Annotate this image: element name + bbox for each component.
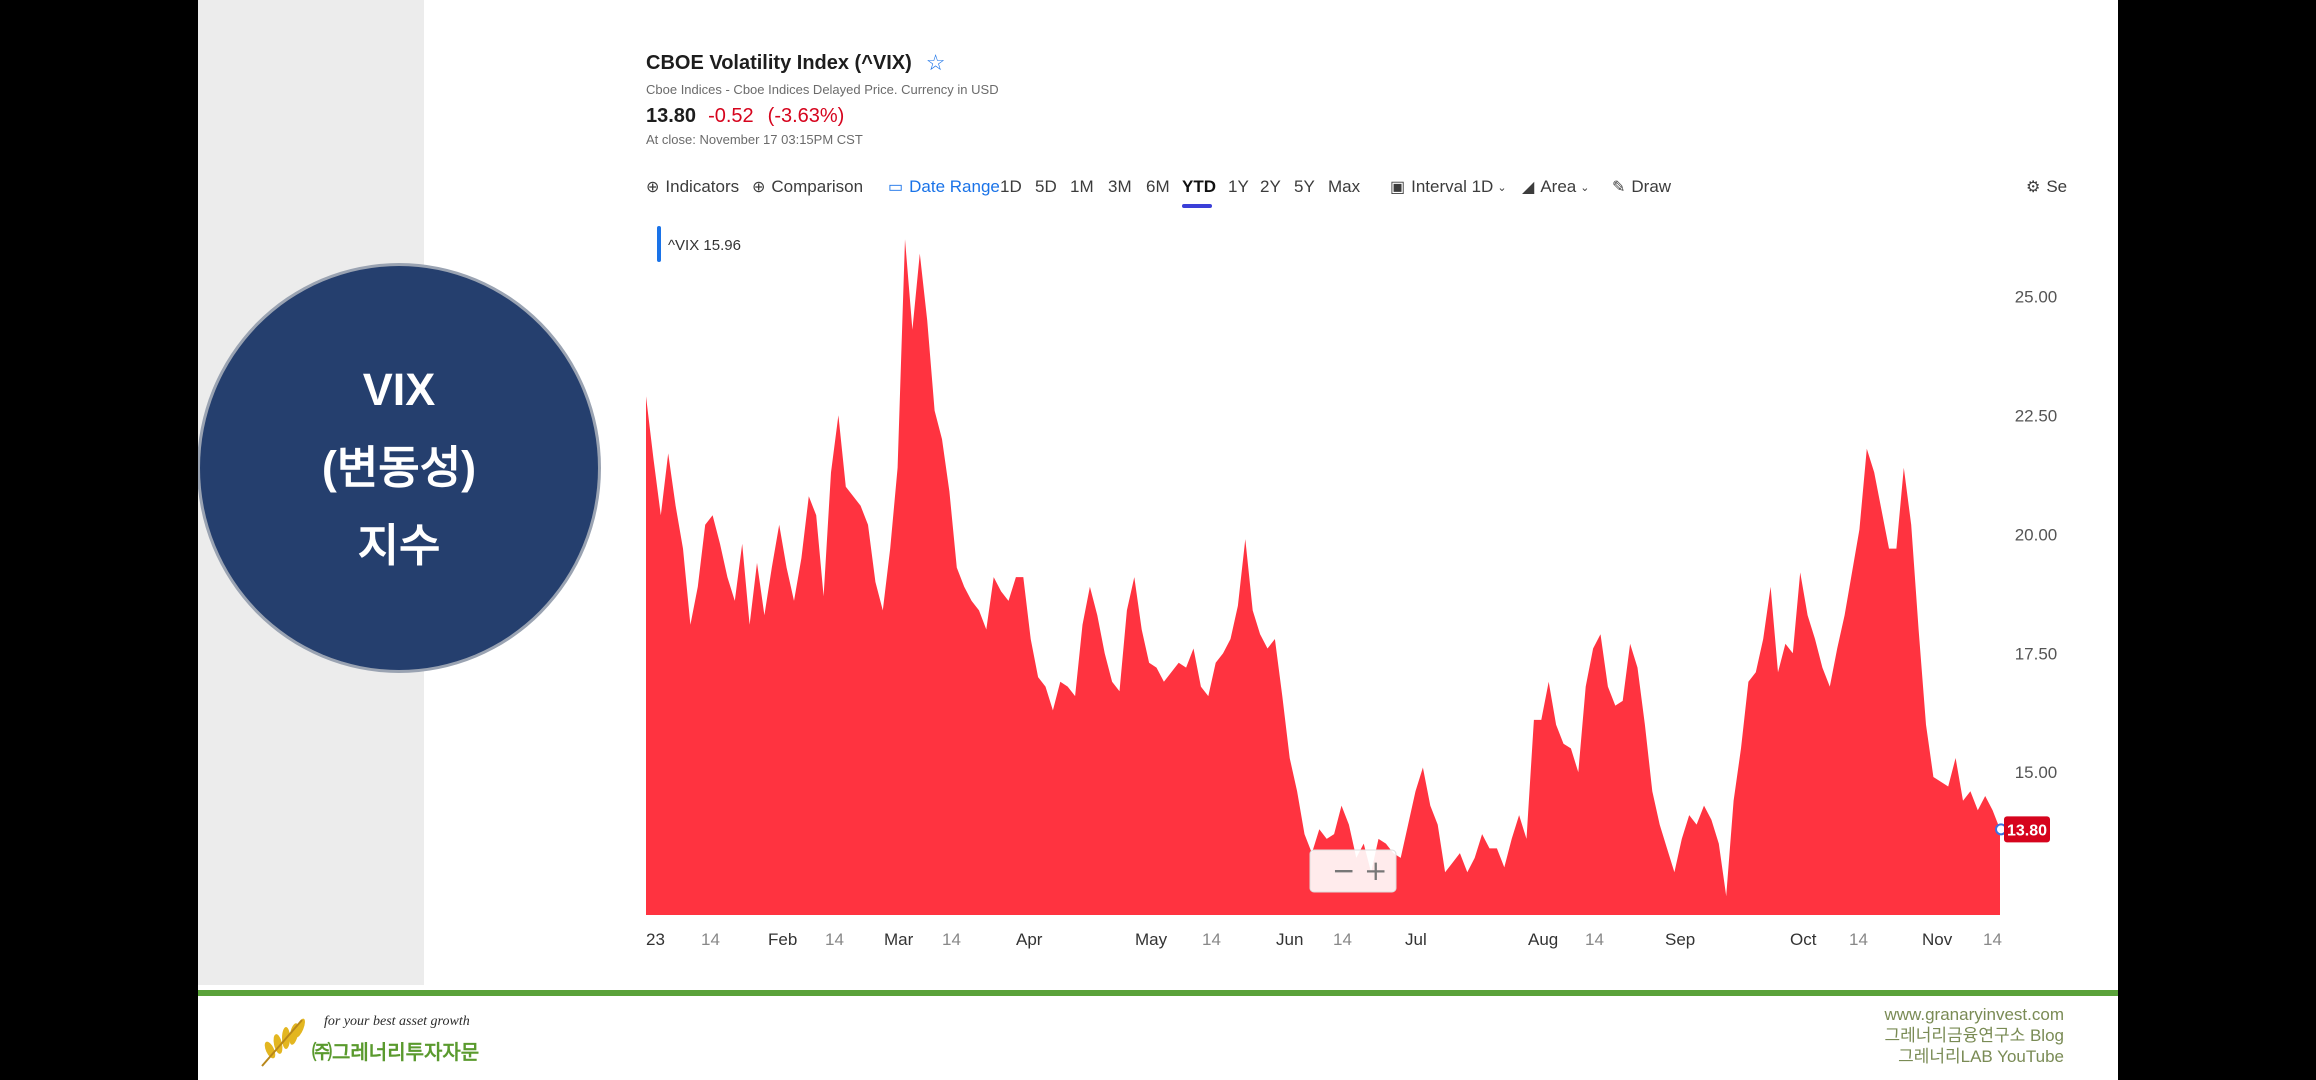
vix-title-circle: VIX (변동성) 지수 [200,266,598,670]
x-tick-label: 14 [1333,930,1352,949]
company-name: ㈜그레너리투자자문 [312,1041,480,1064]
chart-type-dropdown[interactable]: ◢ Area ⌄ [1522,172,1595,202]
x-tick-label: 14 [825,930,844,949]
x-tick-label: 23 [646,930,665,949]
range-1m[interactable]: 1M [1070,177,1094,196]
range-ytd[interactable]: YTD [1182,177,1216,196]
x-tick-label: Aug [1528,930,1558,949]
legend-label: ^VIX 15.96 [668,237,741,254]
x-tick-label: Jul [1405,930,1427,949]
calendar-icon: ▣ [1390,179,1406,196]
area-chart-icon: ◢ [1522,179,1535,196]
indicators-label: Indicators [665,177,740,196]
zoom-controls [1309,849,1397,893]
wheat-logo-icon [261,1018,305,1067]
current-value-badge [2004,816,2050,843]
comparison-label: Comparison [771,177,864,196]
circle-line-3: 지수 [357,520,441,571]
x-tick-label: Jun [1276,930,1303,949]
current-value-label: 13.80 [2007,822,2047,839]
x-tick-label: 14 [1983,930,2002,949]
vix-area-chart[interactable]: 25.00 22.50 20.00 17.50 15.00 23 14 Feb 14 Mar 14 A… [198,0,2118,985]
quote-price-row: 13.80 -0.52 (-3.63%) [646,105,999,128]
x-tick-label: 14 [942,930,961,949]
chart-type-label: Area [1540,177,1577,196]
y-tick-label: 17.50 [2015,644,2058,663]
range-max[interactable]: Max [1328,177,1361,196]
gear-icon: ⚙ [2026,179,2041,196]
x-tick-label: 14 [1585,930,1604,949]
range-3m[interactable]: 3M [1108,177,1132,196]
quote-close-time: At close: November 17 03:15PM CST [646,132,863,147]
star-outline-icon[interactable]: ☆ [925,50,946,75]
range-1d[interactable]: 1D [1000,177,1022,196]
range-2y[interactable]: 2Y [1260,177,1281,196]
x-tick-label: Nov [1922,930,1953,949]
x-tick-label: May [1135,930,1168,949]
quote-title-row: CBOE Volatility Index (^VIX) ☆ [646,50,999,76]
plus-circle-icon: ⊕ [752,179,766,196]
quote-header: CBOE Volatility Index (^VIX) ☆ Cboe Indi… [646,50,999,147]
website-link[interactable]: www.granaryinvest.com [1884,1005,2064,1024]
x-tick-label: 14 [701,930,720,949]
chart-area[interactable]: 25.00 22.50 20.00 17.50 15.00 23 14 Feb 14 Mar 14 A… [198,0,2118,985]
zoom-in-button[interactable]: + [1364,854,1387,887]
chevron-down-icon: ⌄ [1497,181,1507,194]
circle-line-1: VIX [362,364,436,415]
y-tick-label: 25.00 [2015,287,2058,306]
y-tick-label: 20.00 [2015,525,2058,544]
interval-label: Interval 1D [1411,177,1494,196]
draw-label: Draw [1631,177,1672,196]
y-tick-label: 15.00 [2015,763,2058,782]
logo-tagline: for your best asset growth [324,1013,470,1029]
range-5d[interactable]: 5D [1035,177,1057,196]
blog-link[interactable]: 그레너리금융연구소 Blog [1884,1026,2064,1045]
settings-button[interactable]: ⚙ Se [2026,172,2067,202]
y-tick-label: 22.50 [2015,406,2058,425]
quote-subtitle: Cboe Indices - Cboe Indices Delayed Pric… [646,82,999,97]
x-tick-label: Oct [1790,930,1817,949]
plus-circle-icon: ⊕ [646,179,660,196]
comparison-button[interactable]: ⊕ Comparison [752,172,863,202]
x-tick-label: Feb [768,930,797,949]
circle-line-2: (변동성) [321,442,477,493]
calendar-icon: ▭ [888,179,904,196]
chart-toolbar: ⊕ Indicators ⊕ Comparison ▭ Date Range 1D 5… [646,172,2067,212]
x-tick-label: Mar [884,930,914,949]
pencil-icon: ✎ [1612,179,1626,196]
quote-title: CBOE Volatility Index (^VIX) [646,51,912,74]
interval-dropdown[interactable]: ▣ Interval 1D ⌄ [1390,172,1513,202]
logo-text: for your best asset growth ㈜그레너리투자자문 [312,1014,479,1065]
indicators-button[interactable]: ⊕ Indicators [646,172,739,202]
x-tick-label: 14 [1849,930,1868,949]
date-range-label: Date Range [909,177,1000,196]
x-tick-label: Sep [1665,930,1695,949]
footer-divider [198,990,2118,996]
chevron-down-icon: ⌄ [1580,181,1590,194]
slide: VIX (변동성) 지수 CBOE Volatility Index (^VIX… [198,0,2118,1080]
date-range-button[interactable]: ▭ Date Range [888,172,1000,202]
legend-marker [657,226,661,262]
x-tick-label: Apr [1016,930,1043,949]
footer-links: www.granaryinvest.com 그레너리금융연구소 Blog 그레너… [1884,1004,2064,1067]
settings-label: Se [2046,177,2068,196]
youtube-link[interactable]: 그레너리LAB YouTube [1898,1047,2064,1066]
x-tick-label: 14 [1202,930,1221,949]
quote-price: 13.80 [646,105,697,127]
quote-change-pct: (-3.63%) [767,105,845,127]
draw-button[interactable]: ✎ Draw [1612,172,1671,202]
range-6m[interactable]: 6M [1146,177,1170,196]
selected-range-underline [1182,204,1212,208]
zoom-out-button[interactable]: − [1332,854,1355,887]
quote-change: -0.52 [708,105,754,127]
range-1y[interactable]: 1Y [1228,177,1249,196]
range-5y[interactable]: 5Y [1294,177,1315,196]
vix-area-series [646,239,2000,916]
company-logo: for your best asset growth ㈜그레너리투자자문 [256,1010,479,1068]
